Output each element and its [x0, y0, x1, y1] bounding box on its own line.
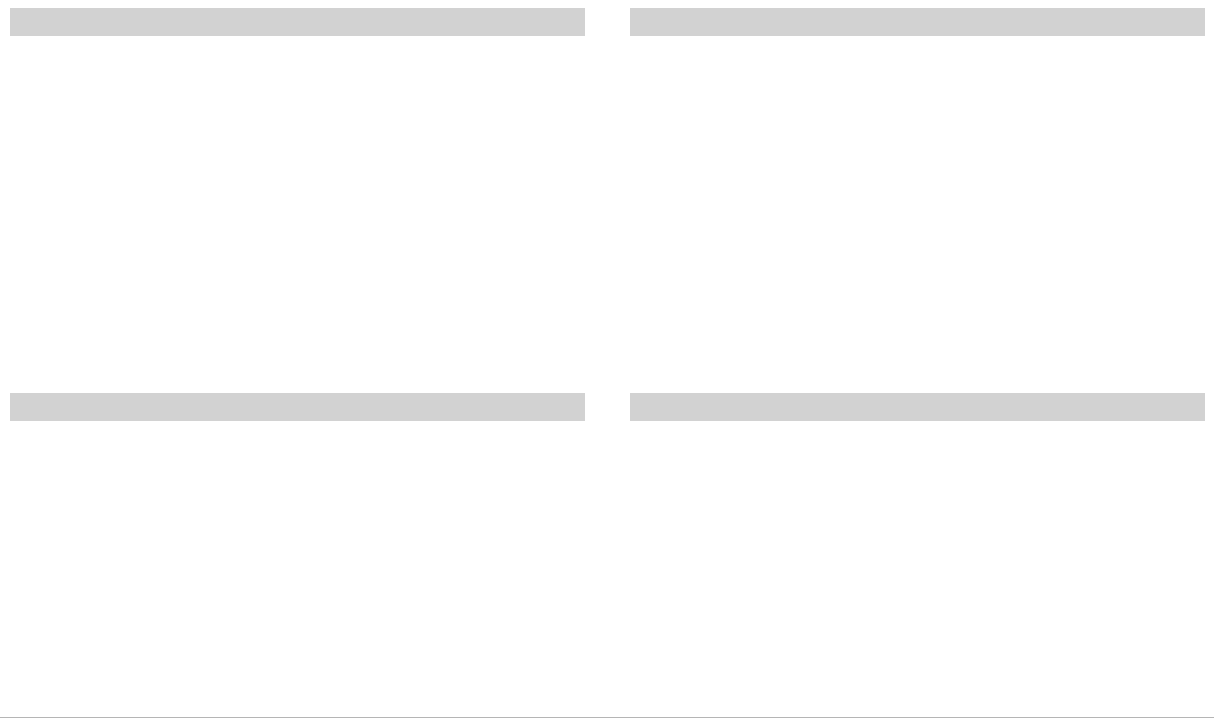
- section-header-temp-capacity: [10, 393, 585, 421]
- section-header-float-charging: [630, 8, 1205, 36]
- page-footer-divider: [0, 717, 1214, 718]
- section-header-float-life: [630, 393, 1205, 421]
- section-header-discharge: [10, 8, 585, 36]
